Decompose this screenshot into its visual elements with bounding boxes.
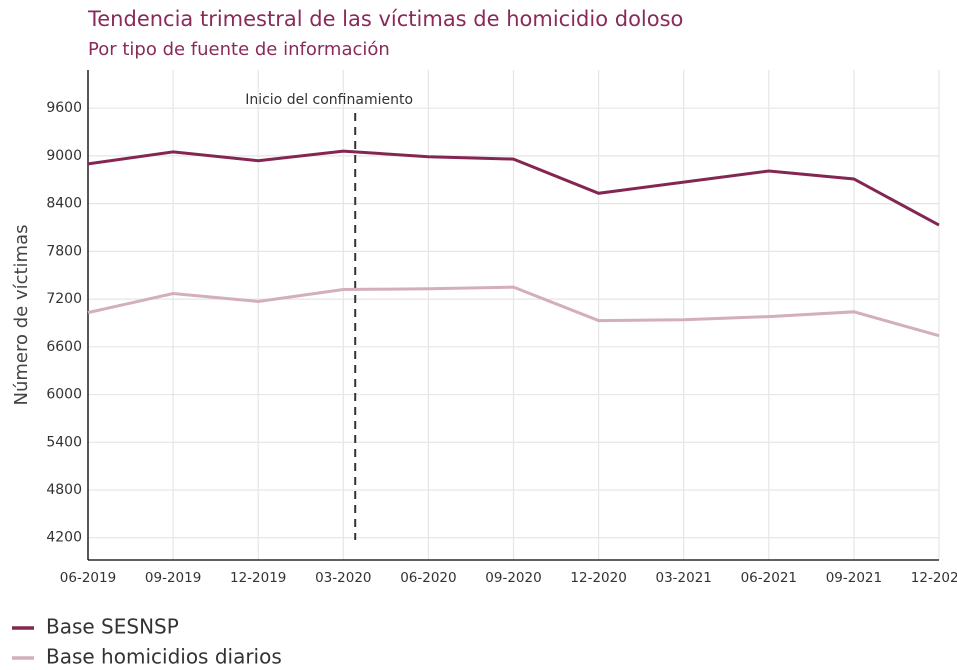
- x-tick-label: 06-2019: [60, 570, 116, 586]
- x-tick-label: 09-2019: [145, 570, 201, 586]
- y-tick-label: 6000: [46, 387, 82, 403]
- x-tick-label: 09-2021: [826, 570, 882, 586]
- series-line: [87, 285, 940, 338]
- legend-label: Base homicidios diarios: [46, 645, 282, 669]
- y-tick-label: 9000: [46, 148, 82, 164]
- y-tick-label: 6600: [46, 339, 82, 355]
- y-tick-label: 9600: [46, 100, 82, 116]
- x-tick-label: 12-2020: [570, 570, 626, 586]
- x-tick-label: 06-2021: [741, 570, 797, 586]
- x-tick-label: 09-2020: [485, 570, 541, 586]
- chart-title: Tendencia trimestral de las víctimas de …: [87, 7, 683, 31]
- y-tick-label: 5400: [46, 434, 82, 450]
- annotation-text: Inicio del confinamiento: [245, 92, 413, 108]
- y-tick-label: 8400: [46, 196, 82, 212]
- x-tick-label: 06-2020: [400, 570, 456, 586]
- y-tick-label: 7800: [46, 243, 82, 259]
- series-line: [87, 149, 940, 227]
- x-tick-label: 03-2021: [655, 570, 711, 586]
- x-tick-label: 03-2020: [315, 570, 371, 586]
- x-tick-label: 12-2019: [230, 570, 286, 586]
- y-tick-label: 4200: [46, 530, 82, 546]
- y-tick-label: 7200: [46, 291, 82, 307]
- legend-label: Base SESNSP: [46, 615, 179, 639]
- y-tick-label: 4800: [46, 482, 82, 498]
- chart-subtitle: Por tipo de fuente de información: [88, 39, 390, 60]
- y-axis-label: Número de víctimas: [11, 225, 32, 406]
- x-tick-label: 12-2021: [911, 570, 957, 586]
